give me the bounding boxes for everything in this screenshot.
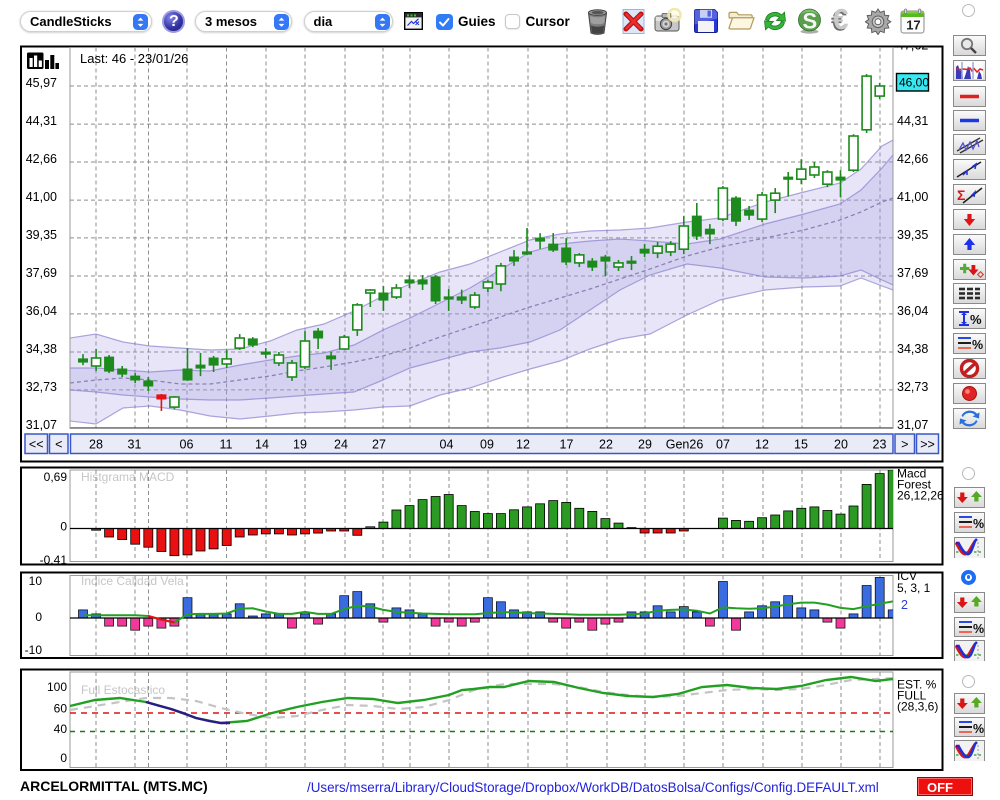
- svg-text:41,00: 41,00: [26, 190, 57, 204]
- svg-text:39,35: 39,35: [897, 228, 928, 242]
- svg-text:46,00: 46,00: [899, 76, 929, 90]
- svg-text:37,69: 37,69: [26, 266, 57, 280]
- svg-text:0: 0: [60, 520, 67, 534]
- svg-text:60: 60: [54, 702, 68, 716]
- svg-text:>: >: [901, 438, 908, 452]
- svg-text:07: 07: [716, 438, 730, 452]
- svg-text:%: %: [973, 722, 984, 736]
- svg-text:36,04: 36,04: [26, 304, 57, 318]
- svg-text:5, 3, 1: 5, 3, 1: [897, 581, 931, 595]
- svg-text:17: 17: [906, 18, 920, 33]
- svg-text:ICV: ICV: [897, 569, 917, 583]
- svg-text:12: 12: [516, 438, 530, 452]
- svg-text:31,07: 31,07: [26, 418, 57, 432]
- svg-text:Full Estocastico: Full Estocastico: [81, 683, 165, 697]
- svg-text:>>: >>: [920, 438, 935, 452]
- svg-text:<: <: [55, 438, 62, 452]
- svg-text:47,62: 47,62: [897, 39, 928, 53]
- svg-text:32,73: 32,73: [26, 380, 57, 394]
- svg-text:11: 11: [220, 438, 233, 452]
- svg-text:-10: -10: [25, 643, 43, 657]
- svg-text:EST. %: EST. %: [897, 678, 937, 692]
- svg-text:S: S: [803, 9, 818, 34]
- svg-text:Forest: Forest: [897, 478, 932, 492]
- svg-text:Last: 46 - 23/01/26: Last: 46 - 23/01/26: [80, 51, 188, 66]
- svg-text:14: 14: [255, 438, 269, 452]
- svg-text:24: 24: [334, 438, 348, 452]
- svg-text:<<: <<: [29, 438, 44, 452]
- svg-text:06: 06: [180, 438, 194, 452]
- svg-text:40: 40: [54, 722, 68, 736]
- svg-text:Histgrama MACD: Histgrama MACD: [81, 470, 175, 484]
- svg-text:12: 12: [755, 438, 769, 452]
- svg-text:34,38: 34,38: [897, 342, 928, 356]
- svg-text:%: %: [970, 312, 982, 327]
- svg-text:45,97: 45,97: [26, 76, 57, 90]
- svg-text:09: 09: [480, 438, 494, 452]
- svg-text:28: 28: [89, 438, 103, 452]
- svg-text:19: 19: [293, 438, 307, 452]
- svg-text:31,07: 31,07: [897, 418, 928, 432]
- svg-text:0: 0: [60, 751, 67, 765]
- svg-text:44,31: 44,31: [897, 114, 928, 128]
- svg-text:29: 29: [638, 438, 652, 452]
- svg-text:%: %: [973, 517, 984, 531]
- svg-text:Indice Calidad Vela: Indice Calidad Vela: [81, 574, 184, 588]
- svg-text:Σ: Σ: [957, 187, 965, 203]
- svg-text:%: %: [973, 622, 984, 636]
- svg-text:26,12,26: 26,12,26: [897, 489, 944, 503]
- svg-text:0,69: 0,69: [44, 470, 68, 484]
- svg-text:(28,3,6): (28,3,6): [897, 700, 938, 714]
- svg-text:0: 0: [35, 610, 42, 624]
- svg-text:37,69: 37,69: [897, 266, 928, 280]
- svg-text:10: 10: [29, 574, 43, 588]
- svg-text:100: 100: [47, 680, 67, 694]
- svg-text:39,35: 39,35: [26, 228, 57, 242]
- svg-text:Gen26: Gen26: [666, 438, 704, 452]
- svg-text:Macd: Macd: [897, 467, 926, 481]
- svg-text:2: 2: [901, 598, 908, 612]
- svg-text:-0,41: -0,41: [40, 553, 68, 567]
- svg-text:FULL: FULL: [897, 689, 927, 703]
- svg-text:31: 31: [128, 438, 142, 452]
- svg-text:22: 22: [599, 438, 613, 452]
- svg-text:42,66: 42,66: [26, 152, 57, 166]
- svg-text:17: 17: [560, 438, 574, 452]
- svg-text:41,00: 41,00: [897, 190, 928, 204]
- svg-text:€: €: [831, 7, 847, 35]
- svg-text:36,04: 36,04: [897, 304, 928, 318]
- svg-text:34,38: 34,38: [26, 342, 57, 356]
- svg-text:23: 23: [873, 438, 887, 452]
- svg-text:44,31: 44,31: [26, 114, 57, 128]
- svg-text:04: 04: [440, 438, 454, 452]
- svg-text:15: 15: [794, 438, 808, 452]
- svg-text:%: %: [972, 338, 983, 352]
- svg-text:32,73: 32,73: [897, 380, 928, 394]
- svg-text:20: 20: [834, 438, 848, 452]
- svg-text:27: 27: [372, 438, 386, 452]
- svg-text:€: €: [832, 7, 848, 35]
- svg-text:42,66: 42,66: [897, 152, 928, 166]
